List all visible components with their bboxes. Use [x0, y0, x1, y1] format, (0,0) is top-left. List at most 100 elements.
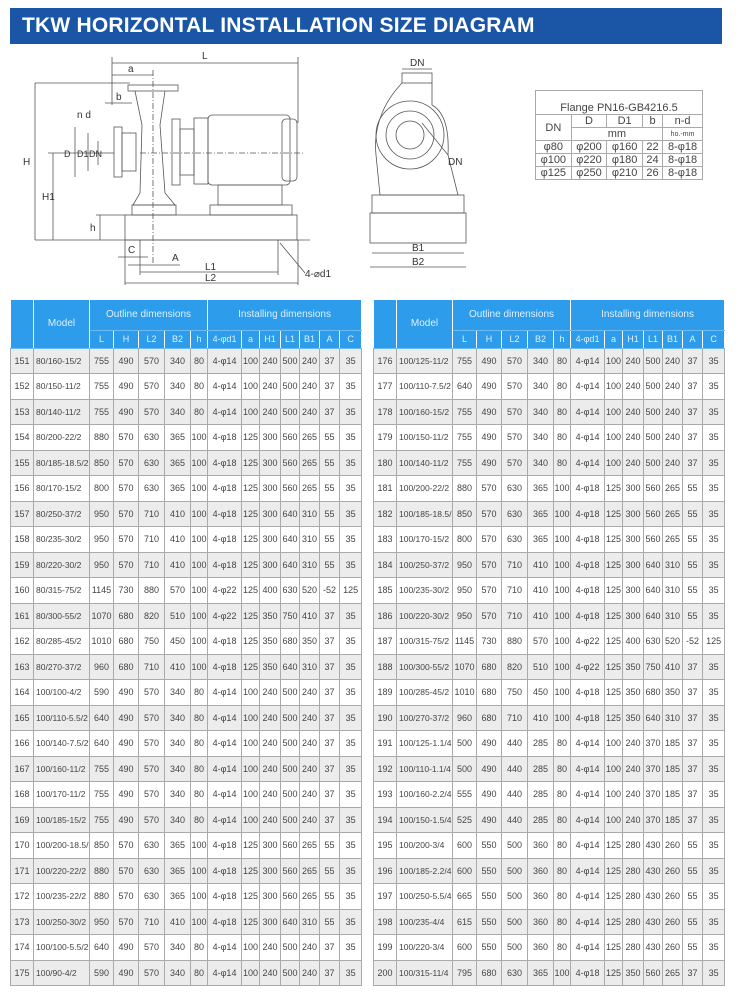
table-cell: 260 — [662, 857, 684, 884]
table-cell: 640 — [643, 577, 664, 604]
table-cell: 280 — [622, 832, 645, 859]
model-cell: 100/200-22/2 — [396, 475, 453, 502]
label-h: h — [90, 223, 96, 234]
table-cell: 350 — [662, 679, 684, 706]
table-cell: 710 — [501, 602, 528, 629]
table-cell: 100 — [241, 755, 261, 782]
table-cell: 310 — [662, 577, 684, 604]
table-cell: 4-φ18 — [207, 424, 243, 451]
column-header: A — [319, 330, 341, 349]
flange-cell: 8-φ18 — [662, 153, 703, 167]
table-cell: 310 — [299, 551, 321, 578]
table-cell: 35 — [702, 500, 726, 527]
label-L: L — [202, 51, 208, 62]
table-cell: 570 — [138, 398, 165, 425]
table-cell: 80 — [189, 934, 209, 961]
label-DN-top: DN — [410, 58, 424, 69]
flange-unit: mm — [570, 127, 664, 141]
table-cell: 100 — [189, 602, 209, 629]
model-cell: 100/250-5.5/4 — [396, 883, 453, 910]
column-header: h — [553, 330, 572, 349]
table-cell: 80 — [552, 781, 572, 808]
model-cell: 80/300-55/2 — [33, 602, 90, 629]
table-cell: 490 — [476, 449, 502, 476]
table-cell: 570 — [138, 347, 165, 374]
table-cell: 80 — [552, 424, 572, 451]
table-cell: 630 — [138, 832, 165, 859]
table-cell: 151 — [10, 347, 34, 374]
table-cell: 55 — [319, 883, 341, 910]
table-cell: 265 — [299, 449, 321, 476]
table-row: 185 100/235-30/2 950 570 710 410 100 4-φ18 125 30… — [373, 577, 726, 604]
column-header: L — [89, 330, 114, 349]
table-cell: 340 — [164, 755, 191, 782]
table-cell: 35 — [339, 781, 363, 808]
table-cell: 960 — [89, 653, 114, 680]
table-cell: 340 — [164, 781, 191, 808]
table-row: 153 80/140-11/2 755 490 570 340 80 4-φ14 100 240 5… — [10, 398, 363, 425]
flange-cell: φ100 — [535, 153, 572, 167]
table-cell: 490 — [113, 755, 139, 782]
table-cell: 193 — [373, 781, 397, 808]
table-cell: 100 — [604, 730, 624, 757]
label-D1: D1 — [77, 149, 89, 159]
table-row: 183 100/170-15/2 800 570 630 365 100 4-φ18 125 30… — [373, 526, 726, 553]
table-cell: 340 — [527, 347, 554, 374]
table-cell: 80 — [552, 730, 572, 757]
table-cell: 710 — [501, 551, 528, 578]
table-cell: 240 — [259, 781, 282, 808]
table-cell: 125 — [604, 628, 624, 655]
model-cell: 100/140-11/2 — [396, 449, 453, 476]
table-cell: 35 — [702, 883, 726, 910]
table-cell: 240 — [299, 347, 321, 374]
model-cell: 100/150-11/2 — [396, 424, 453, 451]
table-cell: 4-φ14 — [207, 755, 243, 782]
table-cell: 125 — [604, 526, 624, 553]
table-row: 173 100/250-30/2 950 570 710 410 100 4-φ18 125 30… — [10, 908, 363, 935]
table-cell: 410 — [527, 551, 554, 578]
table-row: 192 100/110-1.1/4 500 490 440 285 80 4-φ14 100 24… — [373, 755, 726, 782]
model-cell: 100/235-30/2 — [396, 577, 453, 604]
table-cell: 285 — [527, 806, 554, 833]
table-cell: 35 — [702, 934, 726, 961]
table-cell: 100 — [552, 475, 572, 502]
table-cell: 240 — [662, 424, 684, 451]
table-cell: 560 — [643, 959, 664, 986]
table-cell: 570 — [138, 934, 165, 961]
table-row: 194 100/150-1.5/4 525 490 440 285 80 4-φ14 100 24… — [373, 806, 726, 833]
label-a: a — [128, 64, 134, 75]
table-cell: 240 — [299, 959, 321, 986]
model-cell: 80/140-11/2 — [33, 398, 90, 425]
table-cell: 730 — [476, 628, 502, 655]
table-cell: 880 — [89, 857, 114, 884]
table-cell: 340 — [164, 934, 191, 961]
label-D: D — [64, 149, 71, 159]
table-cell: 360 — [527, 832, 554, 859]
table-cell: 240 — [259, 704, 282, 731]
table-cell: 171 — [10, 857, 34, 884]
table-cell: 265 — [299, 475, 321, 502]
table-cell: 55 — [319, 908, 341, 935]
table-cell: 850 — [89, 449, 114, 476]
table-cell: 630 — [501, 959, 528, 986]
table-cell: 560 — [643, 526, 664, 553]
column-header: H1 — [259, 330, 282, 349]
model-cell: 80/160-15/2 — [33, 347, 90, 374]
installing-dimensions-header: Installing dimensions — [207, 300, 363, 331]
table-cell: 187 — [373, 628, 397, 655]
table-cell: 4-φ14 — [570, 934, 606, 961]
table-cell: 55 — [682, 934, 704, 961]
table-cell: 100 — [189, 653, 209, 680]
table-cell: 55 — [682, 475, 704, 502]
table-cell: 80 — [189, 806, 209, 833]
table-cell: 100 — [552, 704, 572, 731]
table-cell: 280 — [622, 857, 645, 884]
model-cell: 100/235-22/2 — [33, 883, 90, 910]
table-cell: 310 — [299, 500, 321, 527]
table-cell: 37 — [319, 806, 341, 833]
column-header: B1 — [299, 330, 321, 349]
table-cell: 100 — [241, 704, 261, 731]
table-cell: 500 — [643, 424, 664, 451]
table-cell: 37 — [319, 781, 341, 808]
table-cell: 500 — [501, 857, 528, 884]
